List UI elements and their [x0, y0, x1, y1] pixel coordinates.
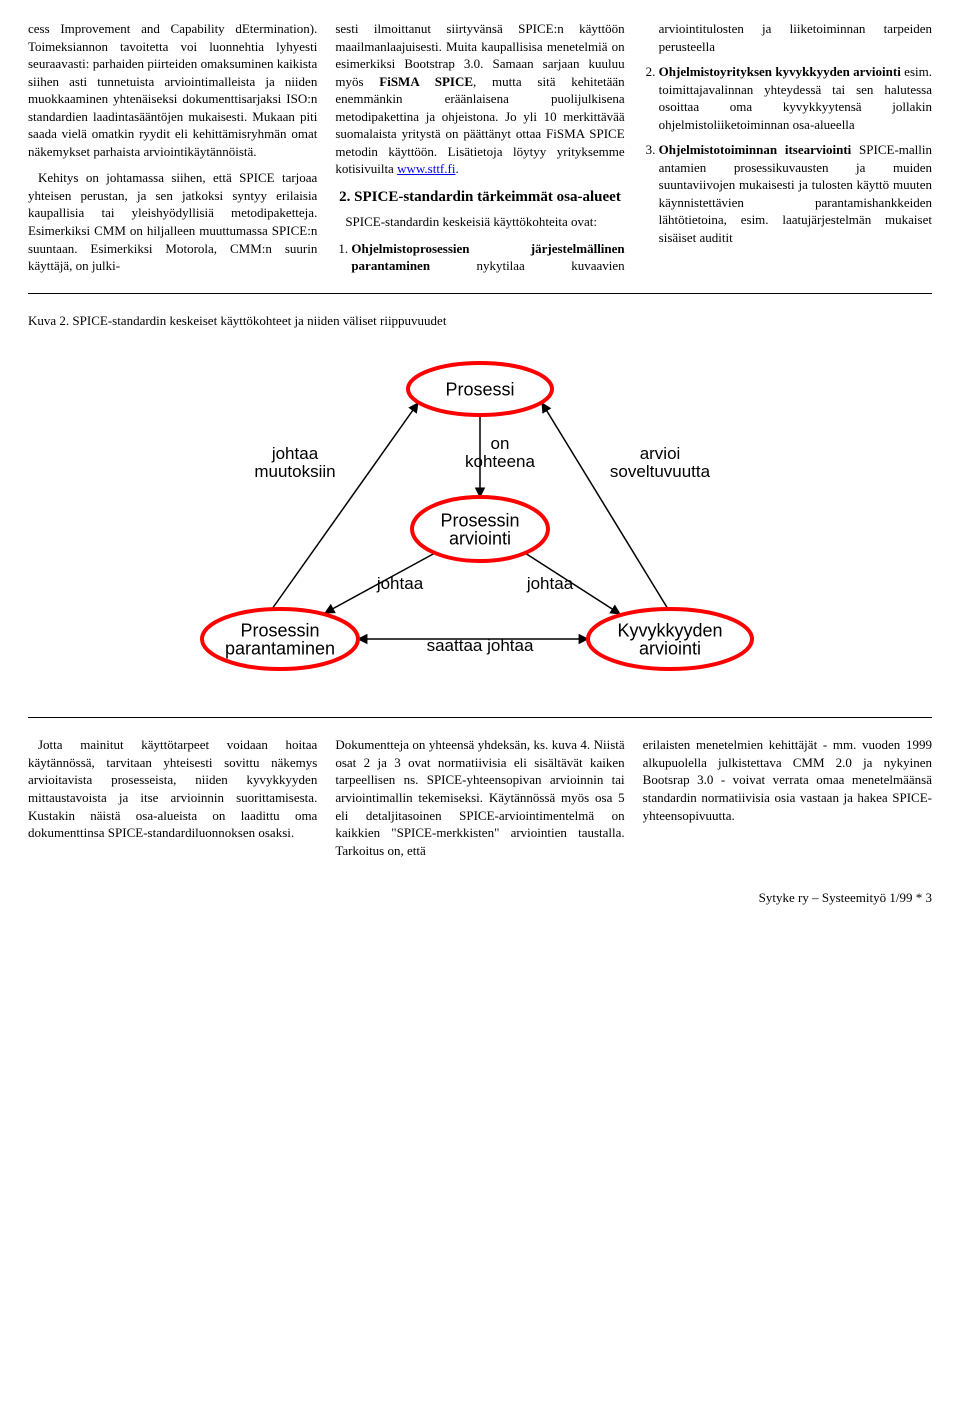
separator: [28, 293, 932, 294]
bottom-p3: erilaisten menetelmien kehittäjät - mm. …: [643, 736, 932, 824]
diagram-edge-label: johtaamuutoksiin: [254, 444, 335, 481]
diagram-edge-label: saattaa johtaa: [427, 636, 534, 655]
li-bold: Ohjelmistotoiminnan itsearviointi: [659, 142, 852, 157]
figure-caption: Kuva 2. SPICE-standardin keskeiset käytt…: [28, 312, 932, 330]
list-item: Ohjelmistoyrityksen kyvykkyyden arvioint…: [659, 63, 932, 133]
diagram-node-label: Prosessinparantaminen: [225, 621, 335, 659]
text-span: .: [455, 161, 458, 176]
bottom-p2: Dokumentteja on yhteensä yhdeksän, ks. k…: [335, 736, 624, 859]
diagram-edge-label: johtaa: [526, 574, 574, 593]
diagram-node-label: Prosessi: [445, 380, 514, 400]
diagram-container: Prosessi Prosessinarviointi Prosessinparan…: [28, 339, 932, 699]
li-rest: SPICE-mallin antamien prosessikuvausten …: [659, 142, 932, 245]
separator: [28, 717, 932, 718]
diagram-edge-label: johtaa: [376, 574, 424, 593]
bottom-p1: Jotta mainitut käyttötarpeet voidaan hoi…: [28, 736, 317, 841]
top-columns: cess Improvement and Capability dEtermin…: [28, 20, 932, 275]
diagram-node-label: Prosessinarviointi: [440, 511, 519, 549]
section-heading: 2. SPICE-standardin tärkeimmät osa-aluee…: [335, 187, 624, 207]
sttf-link[interactable]: www.sttf.fi: [397, 161, 455, 176]
fisma-bold: FiSMA SPICE: [379, 74, 473, 89]
list-item: Ohjelmistotoiminnan itsearviointi SPICE-…: [659, 141, 932, 246]
diagram-edge-label: arvioisoveltuvuutta: [610, 444, 711, 481]
top-p4: SPICE-standardin keskeisiä käyttökohteit…: [335, 213, 624, 231]
li-bold: Ohjelmistoyrityksen kyvykkyyden arvioint…: [659, 64, 901, 79]
top-p2: Kehitys on johtamassa siihen, että SPICE…: [28, 169, 317, 274]
top-p1: cess Improvement and Capability dEtermin…: [28, 20, 317, 160]
bottom-columns: Jotta mainitut käyttötarpeet voidaan hoi…: [28, 736, 932, 859]
top-p3: sesti ilmoittanut siirtyvänsä SPICE:n kä…: [335, 20, 624, 178]
text-span: , mutta sitä kehitetään enemmänkin erään…: [335, 74, 624, 177]
diagram-edge-label: onkohteena: [465, 434, 535, 471]
page-footer: Sytyke ry – Systeemityö 1/99 * 3: [28, 889, 932, 907]
spice-diagram: Prosessi Prosessinarviointi Prosessinparan…: [190, 339, 770, 699]
